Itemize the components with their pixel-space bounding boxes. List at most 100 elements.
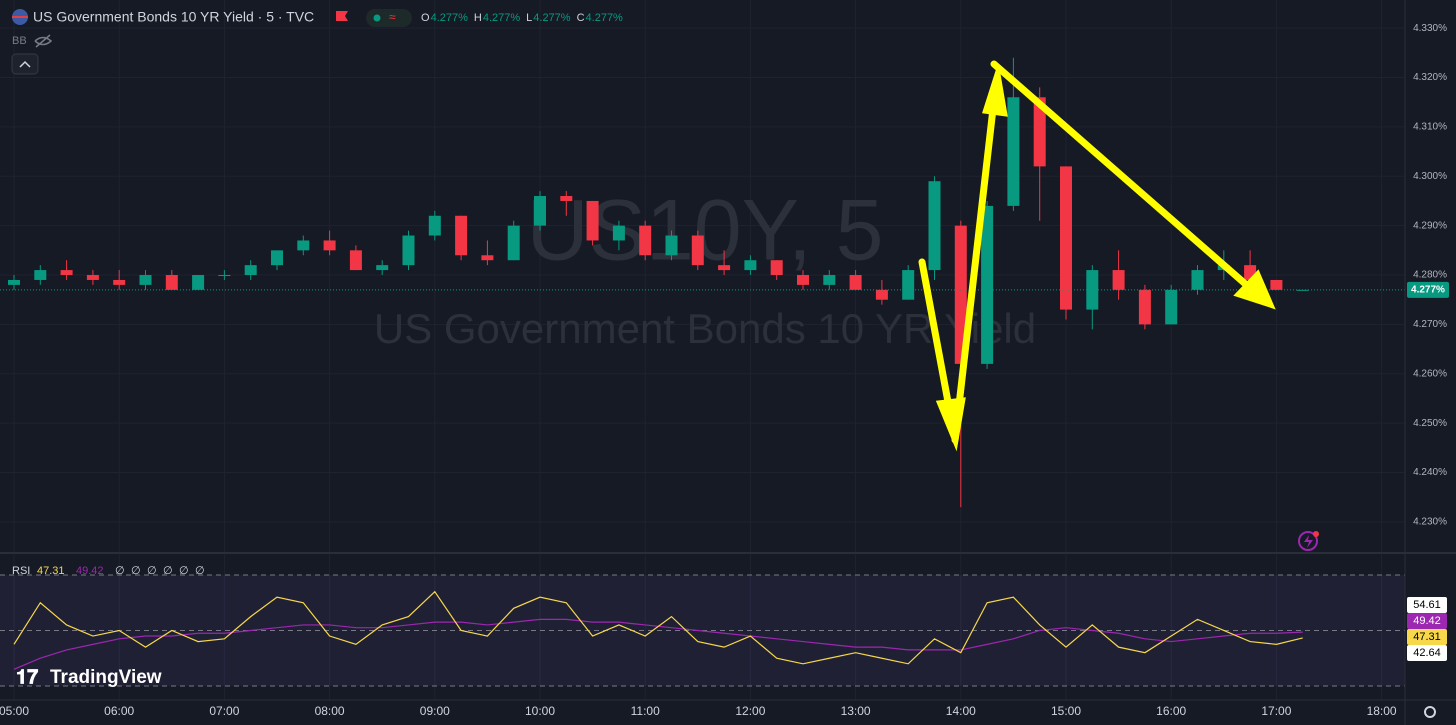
candle-body [8, 279, 20, 285]
candle-body [639, 225, 652, 256]
candle-body [60, 270, 73, 276]
alert-icon[interactable] [1298, 531, 1318, 551]
candle-body [428, 215, 441, 236]
candle-body [192, 275, 205, 290]
status-dot [373, 14, 381, 22]
candle-body [718, 265, 731, 271]
rsi-axis-tag-label: 49.42 [1413, 615, 1441, 627]
candle-body [770, 260, 783, 276]
candle-body [875, 289, 888, 300]
candle-body [612, 225, 625, 241]
candle-body [402, 235, 415, 266]
annotation-arrows [918, 60, 1276, 452]
candle-body [139, 275, 152, 285]
last-price-tag [1407, 281, 1449, 298]
x-tick-label: 08:00 [315, 704, 345, 718]
rsi-hidden-input: ∅ [163, 565, 173, 577]
candle-body [1033, 97, 1046, 167]
ohlc-key: O [421, 12, 430, 24]
candle-body [244, 265, 257, 276]
x-tick-label: 16:00 [1156, 704, 1186, 718]
candle-body [823, 275, 836, 285]
hidden-inputs: ∅ ∅ ∅ ∅ ∅ ∅ [115, 565, 205, 577]
candle-body [797, 275, 809, 285]
candle-body [455, 215, 468, 256]
status-icon: ≈ [389, 10, 396, 24]
x-tick-label: 11:00 [631, 704, 660, 718]
y-tick-label: 4.300% [1413, 171, 1447, 182]
x-tick-label: 12:00 [735, 704, 765, 718]
ohlc-key: C [577, 12, 585, 24]
y-tick-label: 4.310% [1413, 122, 1447, 133]
candle-body [744, 260, 757, 271]
candle-body [481, 255, 494, 261]
rsi-hidden-input: ∅ [131, 565, 141, 577]
collapse-icon [19, 60, 31, 68]
candle-body [323, 240, 336, 251]
candle-body [665, 235, 678, 256]
candle-body [349, 250, 362, 271]
candle-body [218, 275, 231, 277]
watermark-subtitle: US Government Bonds 10 YR Yield [374, 305, 1036, 352]
candle-body [691, 235, 704, 266]
rsi-axis-tag [1407, 613, 1447, 629]
rsi-axis-tag [1407, 629, 1447, 645]
rsi-legend-value: 47.31 [37, 565, 65, 577]
rsi-axis-tag-label: 54.61 [1413, 599, 1441, 611]
symbol-title[interactable]: US Government Bonds 10 YR Yield · 5 · TV… [33, 9, 314, 25]
marks [0, 57, 1405, 687]
rsi-hidden-input: ∅ [179, 565, 189, 577]
x-tick-label: 18:00 [1367, 704, 1397, 718]
ohlc-value: 4.277% [586, 12, 624, 24]
ohlc-value: 4.277% [483, 12, 521, 24]
x-tick-label: 05:00 [0, 704, 29, 718]
arrow [990, 60, 1254, 292]
y-tick-label: 4.250% [1413, 418, 1447, 429]
y-tick-label: 4.270% [1413, 319, 1447, 330]
candle-body [849, 275, 862, 290]
candle-body [376, 265, 389, 271]
candle-body [534, 196, 546, 226]
candle-body [1270, 279, 1283, 290]
logo-mark: 𝟏𝟕 [16, 666, 38, 688]
arrowhead [1233, 269, 1276, 310]
rsi-title[interactable]: RSI [12, 565, 30, 577]
y-tick-label: 4.280% [1413, 270, 1447, 281]
rsi-ma-legend-value: 49.42 [76, 565, 104, 577]
x-tick-label: 10:00 [525, 704, 555, 718]
alert-icon-bolt [1304, 535, 1313, 548]
hide-icon[interactable] [34, 34, 53, 48]
arrow [918, 258, 955, 422]
candle-body [165, 275, 178, 290]
rsi-axis-tag-label: 42.64 [1413, 647, 1441, 659]
flag[interactable] [336, 11, 348, 21]
ohlc-key: H [474, 12, 482, 24]
collapse-button[interactable] [11, 53, 39, 75]
candle-body [981, 205, 994, 364]
rsi-axis-tag [1407, 597, 1447, 613]
rsi-line [13, 590, 1303, 665]
logo[interactable]: TradingView [50, 667, 162, 688]
y-tick-label: 4.240% [1413, 467, 1447, 478]
arrow [951, 96, 998, 444]
candle-body [507, 225, 520, 261]
candle-body [1060, 166, 1072, 310]
candle-body [1112, 270, 1125, 290]
y-tick-label: 4.330% [1413, 23, 1447, 34]
indicator-label[interactable]: BB [12, 35, 27, 47]
x-tick-label: 09:00 [420, 704, 450, 718]
status-badge[interactable] [366, 9, 412, 27]
ohlc-legend: O 4.277% H 4.277% L 4.277% C 4.277% [421, 12, 623, 24]
x-tick-label: 13:00 [841, 704, 871, 718]
candle-body [271, 250, 283, 266]
rsi-hidden-input: ∅ [115, 565, 125, 577]
rsi-hidden-input: ∅ [147, 565, 157, 577]
rsi-axis-tag-label: 47.31 [1413, 631, 1441, 643]
candle-body [113, 279, 126, 285]
candle-body [560, 196, 573, 201]
settings-icon[interactable] [1424, 706, 1436, 718]
rsi-hidden-input: ∅ [195, 565, 205, 577]
